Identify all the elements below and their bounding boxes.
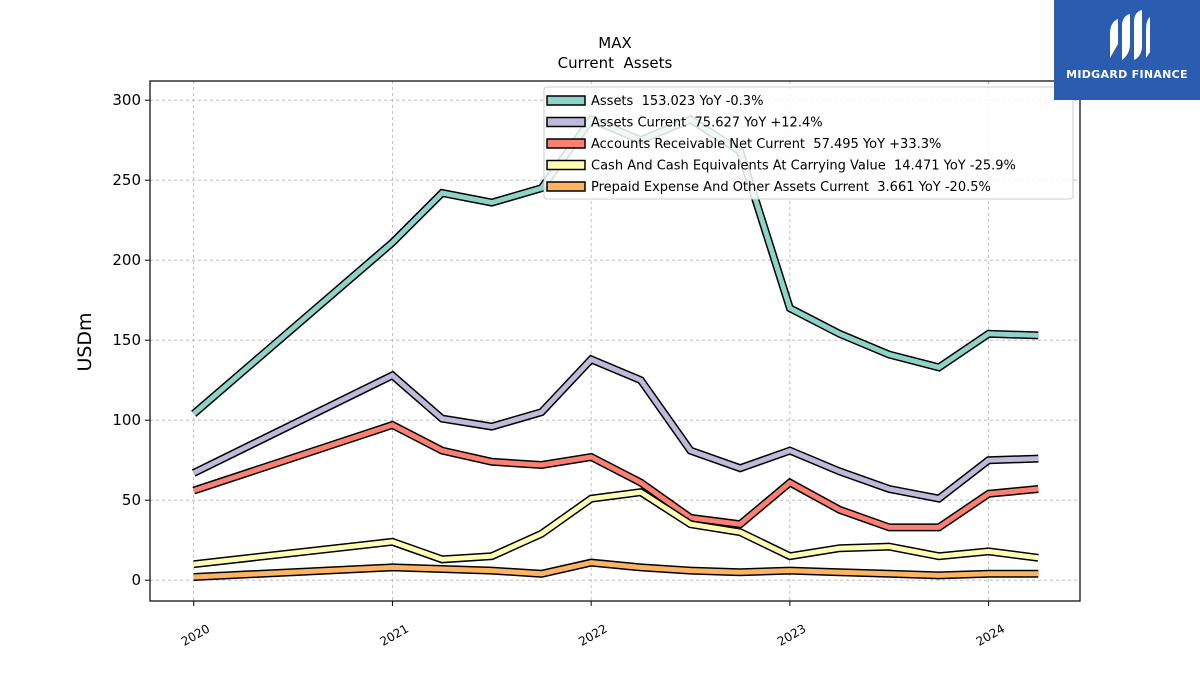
- series-line-accounts-receivable-net-current: [192, 422, 1039, 530]
- x-tick-label: 2023: [775, 621, 808, 648]
- series-line-prepaid-expense-and-other-assets-current: [193, 560, 1039, 580]
- legend-swatch: [546, 95, 586, 106]
- legend-box: [543, 86, 1074, 200]
- y-axis-label: USDm: [74, 312, 96, 371]
- brand-logo: MIDGARD FINANCE: [1054, 0, 1200, 100]
- x-tick-label: 2024: [974, 621, 1007, 648]
- series-line-cash-and-cash-equivalents-at-carrying-value: [193, 489, 1039, 567]
- legend: Assets 153.023 YoY -0.3% Assets Current 7…: [543, 86, 1074, 200]
- legend-label: Cash And Cash Equivalents At Carrying Va…: [591, 159, 1016, 174]
- legend-label: Assets Current 75.627 YoY +12.4%: [591, 116, 823, 131]
- legend-swatch: [546, 138, 586, 149]
- brand-logo-text: MIDGARD FINANCE: [1066, 68, 1188, 81]
- axis-ticks: 0 50 100 150 200 250 300 2020 2021 2022 2023 2024: [112, 91, 1007, 649]
- legend-label: Prepaid Expense And Other Assets Current…: [591, 180, 991, 195]
- x-tick-label: 2020: [179, 621, 212, 648]
- legend-swatch: [546, 116, 586, 128]
- y-tick-label: 200: [112, 251, 141, 269]
- legend-swatch: [546, 181, 586, 192]
- series-line-assets-current: [192, 356, 1039, 502]
- x-tick-label: 2021: [377, 621, 410, 648]
- legend-label: Assets 153.023 YoY -0.3%: [591, 94, 763, 109]
- y-tick-label: 50: [122, 491, 141, 509]
- chart-title: MAX: [598, 34, 631, 52]
- legend-label: Accounts Receivable Net Current 57.495 Y…: [591, 137, 941, 152]
- series-outline-accounts-receivable-net-current: [192, 420, 1039, 532]
- plot-frame: [149, 80, 1081, 602]
- legend-swatch: [546, 159, 586, 171]
- y-tick-label: 250: [112, 171, 141, 189]
- chart-subtitle: Current Assets: [558, 54, 673, 72]
- y-tick-label: 100: [112, 411, 141, 429]
- logo-mark-icon: [1110, 10, 1150, 60]
- y-tick-label: 0: [131, 571, 141, 589]
- y-tick-label: 150: [112, 331, 141, 349]
- x-tick-label: 2022: [576, 621, 609, 648]
- y-tick-label: 300: [112, 91, 141, 109]
- series-outline-assets-current: [191, 354, 1039, 503]
